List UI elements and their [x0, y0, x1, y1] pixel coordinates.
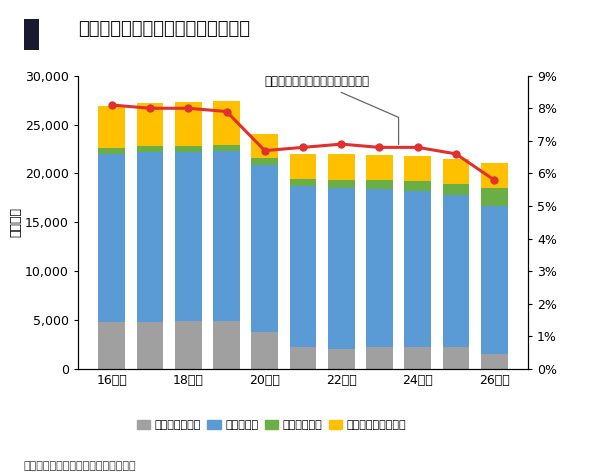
Bar: [98, 148, 125, 154]
Bar: [98, 154, 125, 322]
Point: [260, 147, 269, 154]
Text: 地方税における車体関係税収の推移: 地方税における車体関係税収の推移: [78, 20, 250, 38]
Bar: [404, 156, 431, 181]
Bar: [366, 155, 393, 180]
Bar: [251, 165, 278, 332]
Point: [145, 105, 155, 112]
Bar: [251, 134, 278, 158]
Point: [222, 108, 232, 115]
Point: [107, 101, 116, 109]
Bar: [404, 348, 431, 369]
Bar: [366, 189, 393, 348]
Bar: [213, 321, 240, 369]
Bar: [328, 350, 355, 369]
Bar: [481, 188, 508, 206]
Bar: [290, 179, 316, 186]
Point: [184, 105, 193, 112]
Point: [451, 150, 461, 158]
Bar: [213, 151, 240, 321]
Bar: [251, 158, 278, 165]
Bar: [213, 145, 240, 151]
Bar: [137, 103, 163, 146]
Bar: [443, 348, 469, 369]
Bar: [481, 206, 508, 354]
Bar: [98, 106, 125, 148]
Bar: [137, 146, 163, 152]
Bar: [443, 195, 469, 348]
Bar: [481, 354, 508, 369]
Point: [490, 176, 499, 184]
Bar: [137, 152, 163, 322]
Bar: [443, 184, 469, 195]
Text: （出所）総務省の資料を基に筆者作成: （出所）総務省の資料を基に筆者作成: [24, 461, 137, 471]
Bar: [213, 101, 240, 145]
Bar: [443, 159, 469, 184]
Bar: [98, 322, 125, 369]
Point: [374, 144, 384, 151]
Bar: [366, 348, 393, 369]
Bar: [328, 188, 355, 350]
Point: [337, 140, 346, 148]
Bar: [366, 180, 393, 189]
Bar: [175, 102, 202, 146]
Bar: [290, 348, 316, 369]
Point: [298, 144, 308, 151]
Bar: [290, 186, 316, 348]
Bar: [481, 163, 508, 188]
Bar: [290, 154, 316, 179]
Bar: [175, 146, 202, 152]
Bar: [175, 152, 202, 321]
Bar: [404, 181, 431, 191]
Text: 地方税全体に占める割合（右軸）: 地方税全体に占める割合（右軸）: [265, 76, 398, 145]
Bar: [137, 322, 163, 369]
Bar: [328, 154, 355, 180]
Bar: [404, 191, 431, 348]
Bar: [175, 321, 202, 369]
Y-axis label: （億円）: （億円）: [10, 207, 22, 237]
Bar: [251, 332, 278, 369]
Legend: 自動車取得税収, 自動車税収, 軽自動車税収, 自動車重量譲与税収: 自動車取得税収, 自動車税収, 軽自動車税収, 自動車重量譲与税収: [132, 416, 411, 435]
Bar: [328, 180, 355, 188]
Point: [413, 144, 422, 151]
